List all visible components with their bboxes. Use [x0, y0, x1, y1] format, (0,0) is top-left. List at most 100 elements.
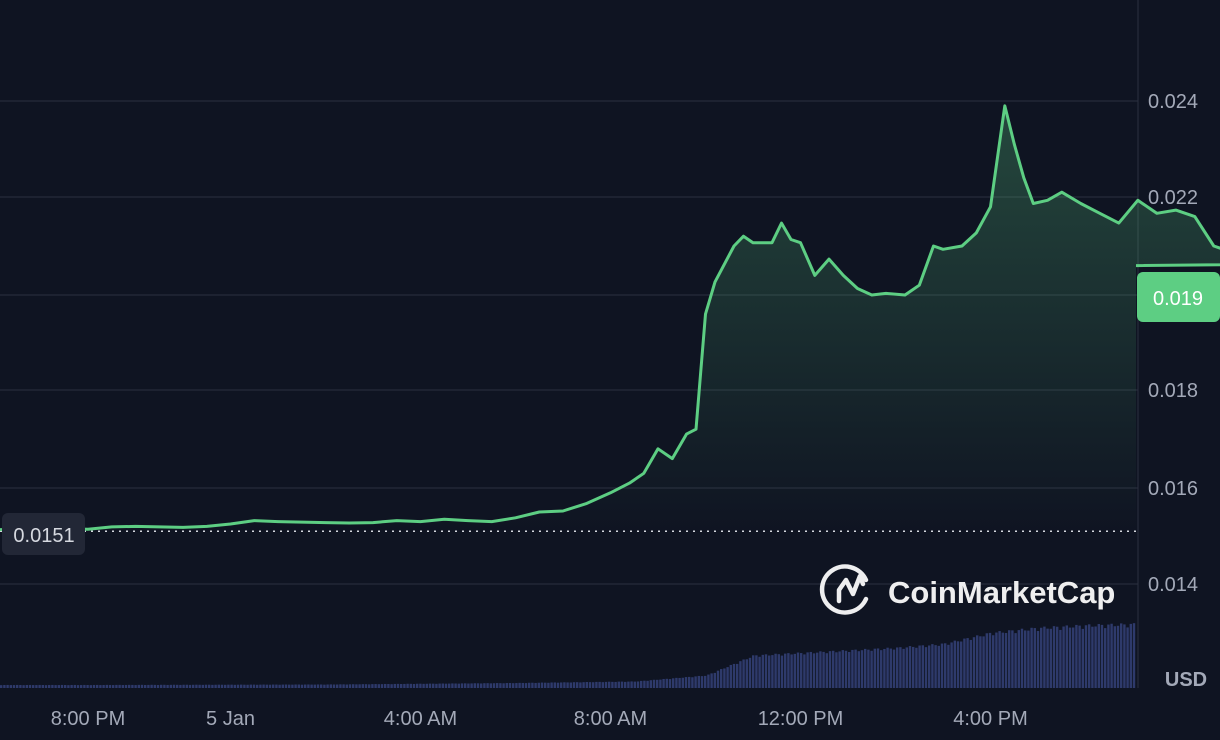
volume-bar: [995, 632, 998, 688]
volume-bar: [643, 680, 646, 688]
volume-bar: [768, 655, 771, 688]
volume-bar: [761, 654, 764, 688]
volume-bar: [640, 680, 643, 688]
volume-bar: [803, 654, 806, 688]
volume-bar: [320, 684, 323, 688]
volume-bar: [848, 651, 851, 688]
volume-bar: [416, 683, 419, 688]
volume-bar: [908, 646, 912, 688]
volume-bar: [48, 684, 51, 688]
volume-bar: [1104, 628, 1107, 688]
volume-bar: [604, 681, 608, 688]
volume-bar: [905, 647, 908, 688]
volume-bar: [467, 683, 470, 688]
x-tick-label: 8:00 PM: [51, 708, 125, 730]
volume-bar: [1065, 625, 1068, 688]
volume-bar: [182, 684, 185, 688]
volume-bar: [444, 683, 448, 688]
volume-bar: [966, 638, 969, 688]
volume-bar: [64, 684, 67, 688]
volume-bar: [1040, 627, 1043, 688]
volume-bar: [1094, 626, 1097, 688]
volume-bar: [614, 681, 617, 688]
volume-bar: [230, 684, 233, 688]
volume-bar: [918, 645, 921, 688]
volume-bar: [531, 682, 534, 688]
volume-bar: [508, 682, 512, 688]
volume-bar: [1014, 633, 1017, 688]
volume-bar: [124, 684, 128, 688]
volume-bar: [985, 633, 988, 688]
volume-bar: [873, 648, 876, 688]
volume-bar: [956, 641, 960, 688]
volume-bar: [176, 684, 179, 688]
volume-bar: [288, 684, 291, 688]
x-tick-label: 8:00 AM: [574, 708, 647, 730]
volume-bar: [480, 683, 483, 688]
volume-bar: [137, 684, 140, 688]
volume-bar: [528, 682, 531, 688]
volume-bar: [278, 684, 281, 688]
current-price-badge: 0.019: [1137, 272, 1220, 322]
volume-bar: [489, 683, 492, 688]
volume-bar: [624, 681, 627, 688]
volume-bar: [160, 684, 163, 688]
y-tick-label: 0.024: [1148, 91, 1198, 113]
volume-bar: [1024, 630, 1027, 688]
volume-bar: [476, 683, 480, 688]
volume-bar: [838, 651, 841, 688]
volume-bar: [716, 670, 720, 688]
volume-bar: [227, 684, 230, 688]
volume-bar: [1059, 629, 1062, 688]
volume-bar: [592, 682, 595, 688]
volume-bar: [560, 682, 563, 688]
current-price-label: 0.019: [1153, 288, 1203, 310]
volume-bar: [499, 683, 502, 688]
volume-bar: [384, 683, 387, 688]
volume-bar: [976, 635, 979, 688]
volume-bar: [464, 683, 467, 688]
volume-bar: [691, 677, 694, 688]
volume-bar: [448, 683, 451, 688]
volume-bar: [185, 684, 188, 688]
volume-bar: [828, 651, 832, 688]
volume-bar: [960, 641, 963, 688]
volume-bar: [153, 684, 156, 688]
volume-bar: [131, 684, 134, 688]
volume-bar: [1008, 630, 1011, 688]
volume-bar: [233, 684, 236, 688]
volume-bar: [547, 682, 550, 688]
volume-bar: [252, 684, 256, 688]
volume-bar: [889, 648, 892, 688]
y-tick-label: 0.022: [1148, 187, 1198, 209]
volume-bar: [460, 683, 464, 688]
volume-bar: [451, 683, 454, 688]
volume-bar: [883, 648, 886, 688]
volume-bar: [793, 653, 796, 688]
volume-bar: [505, 683, 508, 688]
volume-bar: [876, 648, 880, 688]
volume-bar: [243, 684, 246, 688]
volume-bar: [1004, 632, 1008, 688]
volume-bar: [707, 674, 710, 688]
watermark-text: CoinMarketCap: [888, 575, 1115, 610]
volume-bar: [924, 647, 928, 688]
volume-bar: [1036, 630, 1040, 688]
volume-bar: [723, 668, 726, 688]
volume-bar: [598, 681, 601, 688]
volume-bar: [652, 679, 656, 688]
volume-bar: [1091, 626, 1094, 688]
volume-bar: [1001, 632, 1004, 688]
x-tick-label: 5 Jan: [206, 708, 255, 730]
volume-bar: [163, 684, 166, 688]
volume-bar: [291, 684, 294, 688]
volume-bar: [953, 640, 956, 688]
volume-bar: [1052, 626, 1056, 688]
volume-bar: [294, 684, 297, 688]
volume-bar: [1126, 627, 1129, 688]
open-price-badge: 0.0151: [2, 513, 85, 555]
volume-bar: [937, 645, 940, 688]
volume-bar: [102, 685, 105, 688]
